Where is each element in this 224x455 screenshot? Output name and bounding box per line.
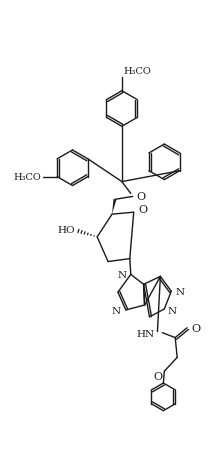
Polygon shape <box>112 200 116 215</box>
Text: O: O <box>191 323 200 333</box>
Text: O: O <box>139 205 148 215</box>
Text: N: N <box>167 307 177 316</box>
Text: H₃CO: H₃CO <box>13 173 41 182</box>
Text: O: O <box>137 192 146 202</box>
Text: N: N <box>118 270 127 279</box>
Text: N: N <box>175 287 184 296</box>
Text: HN: HN <box>136 329 155 339</box>
Text: HO: HO <box>58 226 75 235</box>
Text: N: N <box>112 307 121 316</box>
Text: H₃CO: H₃CO <box>124 67 152 76</box>
Text: O: O <box>154 371 163 381</box>
